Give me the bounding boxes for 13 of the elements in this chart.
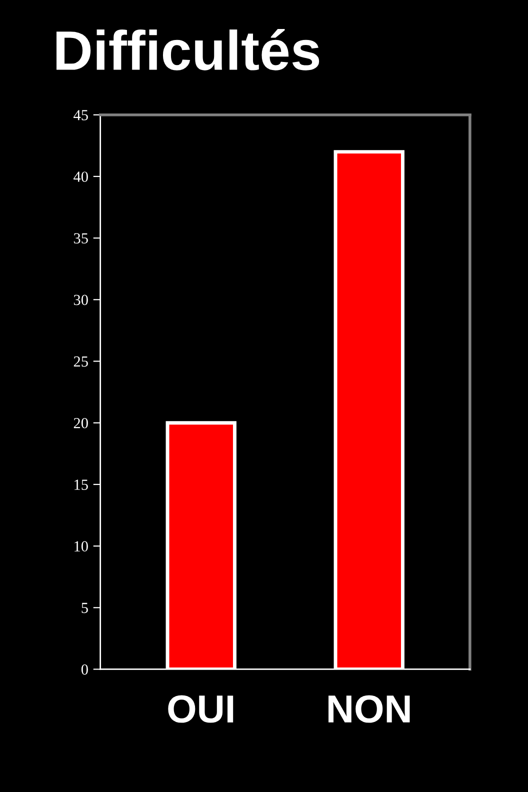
- y-tick-label: 35: [74, 233, 88, 244]
- chart-title: Difficultés: [56, 29, 320, 70]
- y-tick-label: 30: [74, 294, 88, 306]
- y-tick-label: 20: [74, 418, 88, 428]
- y-tick-label: 40: [74, 172, 88, 182]
- x-tick-label: NON: [328, 695, 410, 723]
- y-tick-label: 25: [74, 356, 88, 367]
- y-tick-label: 10: [74, 541, 88, 552]
- x-tick-label: OUI: [168, 695, 234, 723]
- y-tick-label: 0: [81, 664, 88, 675]
- y-tick-label: 5: [82, 602, 88, 614]
- y-tick-label: 45: [74, 110, 88, 120]
- y-tick-label: 15: [74, 480, 88, 490]
